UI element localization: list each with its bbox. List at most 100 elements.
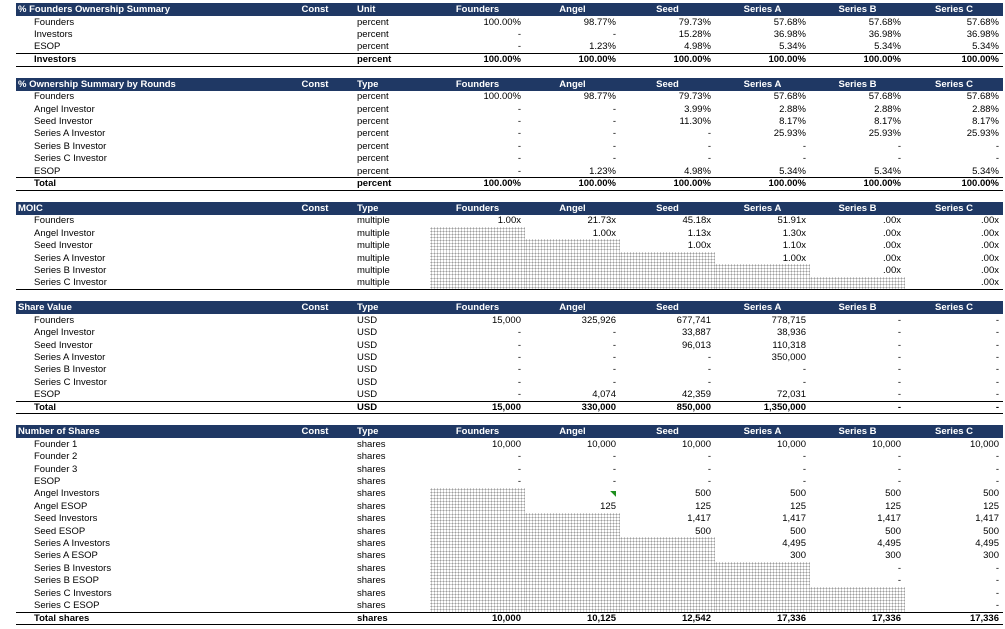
cell-value[interactable]: 100.00% <box>483 91 521 103</box>
cell-na-hatched[interactable] <box>810 276 905 290</box>
cell-value[interactable]: 125 <box>983 500 999 512</box>
column-header-founders[interactable]: Founders <box>455 202 500 214</box>
cell-unit-type[interactable]: shares <box>357 550 386 562</box>
cell-na-hatched[interactable] <box>525 574 620 587</box>
cell-unit-type[interactable]: USD <box>357 339 378 351</box>
cell-value[interactable]: 4.98% <box>684 165 711 177</box>
cell-value[interactable]: 1.00x <box>687 240 711 252</box>
row-label-angel-esop[interactable]: Angel ESOP <box>34 500 88 512</box>
cell-value[interactable]: - <box>995 327 999 339</box>
cell-value[interactable]: - <box>995 314 999 326</box>
column-header-series-c[interactable]: Series C <box>934 302 974 314</box>
cell-unit-type[interactable]: shares <box>357 525 386 537</box>
cell-value[interactable]: - <box>517 29 521 41</box>
cell-value[interactable]: 500 <box>790 525 806 537</box>
cell-na-hatched[interactable] <box>715 264 810 277</box>
cell-value[interactable]: 100.00% <box>768 178 806 190</box>
cell-value[interactable]: - <box>995 463 999 475</box>
cell-value[interactable]: - <box>995 389 999 401</box>
cell-value[interactable]: 10,125 <box>586 612 616 624</box>
cell-value[interactable]: - <box>897 376 901 388</box>
cell-unit-type[interactable]: USD <box>357 314 378 326</box>
cell-value[interactable]: 57.68% <box>868 91 901 103</box>
cell-value[interactable]: - <box>707 463 711 475</box>
cell-unit-type[interactable]: USD <box>357 401 378 413</box>
row-label-series-b-investor[interactable]: Series B Investor <box>34 364 107 376</box>
column-header-type[interactable]: Type <box>357 302 379 314</box>
cell-value[interactable]: - <box>612 140 616 152</box>
column-header-founders[interactable]: Founders <box>455 4 500 15</box>
row-label-seed-investor[interactable]: Seed Investor <box>34 240 93 252</box>
column-header-angel[interactable]: Angel <box>559 202 586 214</box>
row-label-series-c-investor[interactable]: Series C Investor <box>34 277 107 289</box>
cell-na-hatched[interactable] <box>715 562 810 575</box>
cell-value[interactable]: .00x <box>981 215 999 227</box>
column-header-seed[interactable]: Seed <box>656 202 679 214</box>
cell-na-hatched[interactable] <box>620 264 715 277</box>
cell-value[interactable]: 850,000 <box>676 401 711 413</box>
cell-value[interactable]: 4,495 <box>782 537 806 549</box>
cell-value[interactable]: 4,495 <box>877 537 901 549</box>
cell-value[interactable]: - <box>897 140 901 152</box>
cell-na-hatched[interactable] <box>430 537 525 550</box>
cell-unit-type[interactable]: shares <box>357 513 386 525</box>
column-header-seed[interactable]: Seed <box>656 426 679 438</box>
cell-unit-type[interactable]: shares <box>357 562 386 574</box>
cell-unit-type[interactable]: USD <box>357 351 378 363</box>
cell-value[interactable]: - <box>612 351 616 363</box>
cell-value[interactable]: .00x <box>981 240 999 252</box>
cell-value[interactable]: .00x <box>883 264 901 276</box>
cell-value[interactable]: - <box>995 153 999 165</box>
row-label-total[interactable]: Total <box>34 178 56 190</box>
cell-value[interactable]: 350,000 <box>771 351 806 363</box>
cell-value[interactable]: 96,013 <box>681 339 711 351</box>
cell-value[interactable]: - <box>707 128 711 140</box>
column-header-series-a[interactable]: Series A <box>743 78 782 90</box>
cell-na-hatched[interactable] <box>525 537 620 550</box>
cell-na-hatched[interactable] <box>715 574 810 587</box>
column-header-const[interactable]: Const <box>301 78 329 90</box>
cell-value[interactable]: - <box>612 364 616 376</box>
cell-value[interactable]: 100.00% <box>961 178 999 190</box>
cell-unit-type[interactable]: multiple <box>357 277 390 289</box>
row-label-total-shares[interactable]: Total shares <box>34 612 90 624</box>
row-label-series-c-investor[interactable]: Series C Investor <box>34 376 107 388</box>
cell-unit-type[interactable]: USD <box>357 376 378 388</box>
cell-value[interactable]: 5.34% <box>972 165 999 177</box>
cell-value[interactable]: - <box>995 140 999 152</box>
cell-na-hatched[interactable] <box>430 239 525 252</box>
cell-value[interactable]: - <box>802 364 806 376</box>
cell-value[interactable]: .00x <box>981 264 999 276</box>
column-header-founders[interactable]: Founders <box>455 302 500 314</box>
cell-unit-type[interactable]: percent <box>357 29 389 41</box>
cell-value[interactable]: - <box>707 451 711 463</box>
cell-value[interactable]: - <box>995 339 999 351</box>
cell-value[interactable]: 57.68% <box>773 16 806 28</box>
cell-value[interactable]: 8.17% <box>874 116 901 128</box>
cell-value[interactable]: - <box>897 364 901 376</box>
cell-unit-type[interactable]: percent <box>357 91 389 103</box>
cell-value[interactable]: 12,542 <box>681 612 711 624</box>
cell-value[interactable]: 1.10x <box>782 240 806 252</box>
cell-value[interactable]: 15.28% <box>678 29 711 41</box>
column-header-series-a[interactable]: Series A <box>743 302 782 314</box>
row-label-series-b-investor[interactable]: Series B Investor <box>34 140 107 152</box>
cell-value[interactable]: 10,000 <box>969 438 999 450</box>
row-label-esop[interactable]: ESOP <box>34 165 61 177</box>
cell-na-hatched[interactable] <box>430 524 525 538</box>
cell-value[interactable]: 98.77% <box>583 91 616 103</box>
cell-value[interactable]: 25.93% <box>868 128 901 140</box>
cell-value[interactable]: - <box>612 327 616 339</box>
column-header-series-a[interactable]: Series A <box>743 426 782 438</box>
column-header-type[interactable]: Type <box>357 202 379 214</box>
cell-unit-type[interactable]: percent <box>357 140 389 152</box>
cell-value[interactable]: 2.88% <box>779 103 806 115</box>
cell-value[interactable]: 100.00% <box>768 54 806 66</box>
row-label-investors[interactable]: Investors <box>34 29 73 41</box>
cell-unit-type[interactable]: percent <box>357 153 389 165</box>
cell-value[interactable]: - <box>897 463 901 475</box>
cell-value[interactable]: - <box>897 562 901 574</box>
cell-value[interactable]: 1,350,000 <box>763 401 806 413</box>
cell-value[interactable]: .00x <box>981 252 999 264</box>
cell-value[interactable]: - <box>612 376 616 388</box>
